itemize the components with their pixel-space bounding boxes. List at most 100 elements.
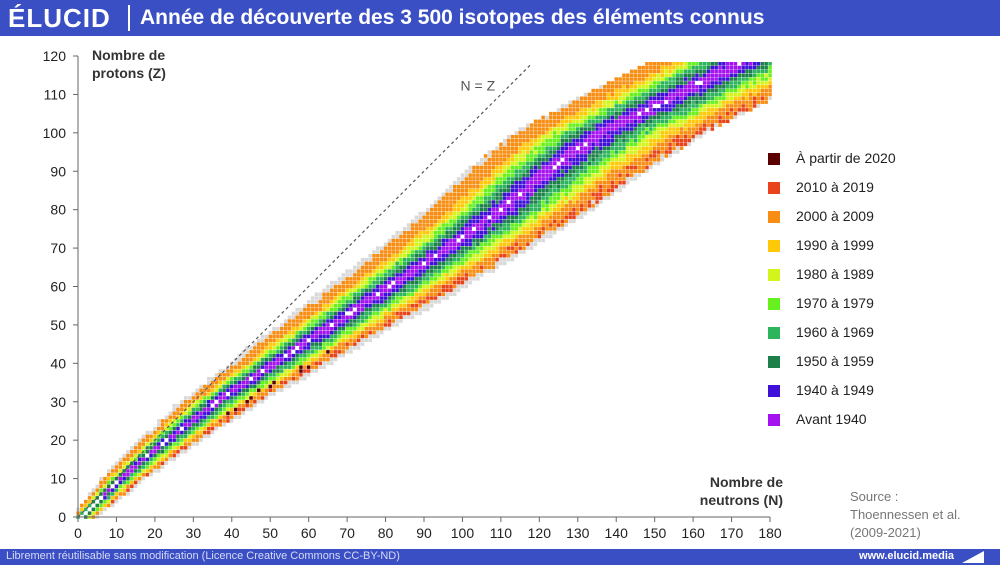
isotope-cell bbox=[349, 315, 353, 319]
isotope-cell bbox=[114, 484, 119, 488]
isotope-cell bbox=[376, 323, 380, 327]
isotope-cell bbox=[514, 234, 518, 239]
isotope-cell bbox=[583, 108, 588, 112]
legend-swatch bbox=[768, 269, 780, 281]
isotope-cell bbox=[460, 223, 465, 227]
isotope-cell bbox=[291, 327, 296, 331]
website-link[interactable]: www.elucid.media bbox=[859, 550, 954, 562]
isotope-cell bbox=[691, 62, 695, 66]
isotope-cell bbox=[130, 457, 134, 462]
isotope-cell bbox=[652, 85, 657, 89]
isotope-cell bbox=[468, 280, 472, 285]
isotope-cell bbox=[526, 231, 530, 235]
isotope-cell bbox=[618, 111, 622, 116]
isotope-cell bbox=[603, 123, 607, 127]
isotope-cell bbox=[353, 323, 357, 327]
isotope-cell bbox=[345, 323, 349, 327]
isotope-cell bbox=[237, 365, 242, 369]
isotope-cell bbox=[410, 277, 415, 281]
isotope-cell bbox=[360, 307, 365, 312]
isotope-cell bbox=[614, 77, 618, 81]
isotope-cell bbox=[464, 257, 469, 262]
isotope-cell bbox=[491, 269, 495, 273]
isotope-cell bbox=[503, 231, 507, 235]
isotope-cell bbox=[641, 96, 645, 100]
isotope-cell bbox=[276, 334, 280, 339]
isotope-cell bbox=[491, 154, 495, 158]
isotope-cell bbox=[441, 280, 445, 285]
isotope-cell bbox=[495, 158, 499, 162]
isotope-cell bbox=[207, 388, 211, 392]
isotope-cell bbox=[652, 127, 657, 131]
isotope-cell bbox=[556, 146, 561, 150]
isotope-cell bbox=[426, 254, 430, 258]
isotope-cell bbox=[702, 65, 707, 70]
isotope-cell bbox=[556, 131, 561, 135]
isotope-cell bbox=[553, 131, 557, 135]
isotope-cell bbox=[387, 300, 392, 304]
isotope-cell bbox=[629, 115, 634, 120]
isotope-cell bbox=[422, 215, 426, 220]
isotope-cell bbox=[195, 434, 199, 439]
isotope-cell bbox=[122, 488, 126, 492]
isotope-cell bbox=[545, 173, 549, 177]
isotope-cell bbox=[430, 207, 434, 212]
isotope-cell bbox=[564, 211, 568, 216]
isotope-cell bbox=[314, 369, 319, 373]
isotope-cell bbox=[245, 388, 249, 392]
isotope-cell bbox=[641, 127, 645, 131]
isotope-cell bbox=[495, 169, 499, 173]
isotope-cell bbox=[418, 242, 422, 246]
isotope-cell bbox=[503, 246, 507, 250]
legend-label: 1980 à 1989 bbox=[796, 266, 874, 282]
isotope-cell bbox=[676, 81, 680, 85]
isotope-cell bbox=[556, 181, 561, 185]
isotope-cell bbox=[395, 273, 399, 277]
isotope-cell bbox=[556, 111, 561, 116]
isotope-cell bbox=[164, 426, 169, 431]
isotope-cell bbox=[499, 238, 503, 243]
isotope-cell bbox=[433, 223, 438, 227]
isotope-cell bbox=[237, 415, 242, 419]
isotope-cell bbox=[207, 407, 211, 412]
isotope-cell bbox=[537, 234, 542, 239]
isotope-cell bbox=[306, 315, 311, 319]
isotope-cell bbox=[564, 150, 568, 154]
isotope-cell bbox=[360, 323, 365, 327]
isotope-cell bbox=[510, 223, 515, 227]
isotope-cell bbox=[353, 277, 357, 281]
isotope-cell bbox=[737, 108, 741, 112]
isotope-cell bbox=[260, 380, 265, 385]
isotope-cell bbox=[110, 488, 115, 492]
isotope-cell bbox=[468, 188, 472, 193]
isotope-cell bbox=[579, 188, 584, 193]
isotope-cell bbox=[360, 300, 365, 304]
isotope-cell bbox=[549, 154, 553, 158]
isotope-cell bbox=[276, 330, 280, 335]
isotope-cell bbox=[483, 211, 488, 216]
isotope-cell bbox=[641, 161, 645, 166]
isotope-cell bbox=[564, 131, 568, 135]
isotope-cell bbox=[356, 269, 361, 273]
isotope-cell bbox=[130, 484, 134, 488]
isotope-cell bbox=[264, 396, 269, 400]
isotope-cell bbox=[610, 92, 615, 97]
isotope-cell bbox=[337, 311, 342, 316]
isotope-cell bbox=[668, 73, 672, 77]
isotope-cell bbox=[326, 315, 330, 319]
isotope-cell bbox=[687, 138, 691, 143]
isotope-cell bbox=[514, 150, 518, 154]
isotope-cell bbox=[645, 134, 649, 139]
isotope-cell bbox=[729, 77, 734, 81]
isotope-cell bbox=[710, 119, 715, 124]
isotope-cell bbox=[126, 480, 130, 485]
footer-bar: Librement réutilisable sans modification… bbox=[0, 549, 1000, 565]
isotope-cell bbox=[491, 246, 495, 250]
isotope-cell bbox=[472, 192, 476, 197]
isotope-cell bbox=[406, 273, 411, 277]
isotope-cell bbox=[526, 242, 530, 246]
isotope-cell bbox=[676, 134, 680, 139]
isotope-cell bbox=[733, 92, 738, 97]
isotope-cell bbox=[322, 365, 326, 369]
isotope-cell bbox=[545, 154, 549, 158]
